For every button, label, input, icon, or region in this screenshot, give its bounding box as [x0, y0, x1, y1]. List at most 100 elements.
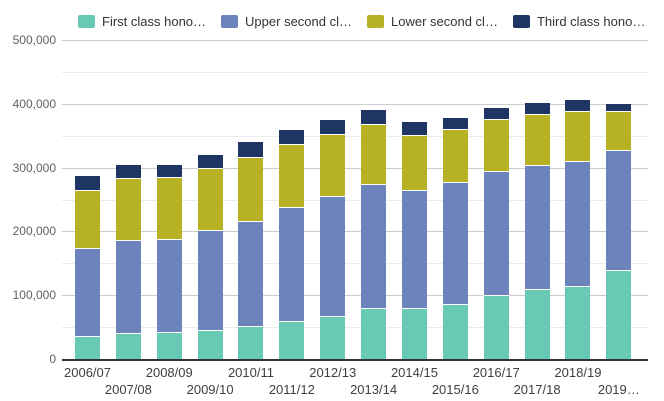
bar-segment-upper-second-cl-2009-10[interactable]	[197, 229, 223, 331]
bar-segment-third-class-hono-2013-14[interactable]	[361, 109, 387, 124]
bar-segment-lower-second-cl-2016-17[interactable]	[483, 118, 509, 171]
bar-segment-lower-second-cl-2009-10[interactable]	[197, 167, 223, 230]
x-axis-label-2007-08: 2007/08	[104, 382, 152, 397]
bar-segment-lower-second-cl-2018-19[interactable]	[565, 110, 591, 161]
bar-segment-lower-second-cl-2014-15[interactable]	[401, 134, 427, 190]
bar-segment-third-class-hono-2008-09[interactable]	[156, 164, 182, 178]
bar-segment-lower-second-cl-2011-12[interactable]	[279, 144, 305, 208]
major-gridline	[62, 167, 648, 169]
bar-segment-third-class-hono-2012-13[interactable]	[320, 118, 346, 134]
bar-segment-third-class-hono-2010-11[interactable]	[238, 141, 264, 158]
major-gridline	[62, 40, 648, 41]
bar-segment-third-class-hono-2019-[interactable]	[606, 102, 632, 111]
major-gridline	[62, 295, 648, 297]
minor-gridline	[62, 71, 648, 73]
bar-segment-upper-second-cl-2018-19[interactable]	[565, 160, 591, 287]
bar-segment-upper-second-cl-2006-07[interactable]	[75, 248, 100, 337]
legend-swatch-icon	[512, 15, 530, 28]
x-axis-label-2018-19: 2018/19	[554, 365, 602, 380]
bar-segment-third-class-hono-2011-12[interactable]	[279, 129, 305, 144]
bar-segment-upper-second-cl-2010-11[interactable]	[238, 220, 264, 327]
x-axis-label-2012-13: 2012/13	[309, 365, 357, 380]
bar-segment-lower-second-cl-2010-11[interactable]	[238, 157, 264, 221]
x-axis-label-2013-14: 2013/14	[350, 382, 398, 397]
bar-segment-upper-second-cl-2016-17[interactable]	[483, 170, 509, 296]
legend-item-third-class-hono[interactable]: Third class hono…	[512, 14, 646, 29]
bar-segment-third-class-hono-2018-19[interactable]	[565, 99, 591, 111]
bar-segment-upper-second-cl-2013-14[interactable]	[361, 183, 387, 308]
x-axis-label-2011-12: 2011/12	[268, 382, 315, 397]
bar-segment-upper-second-cl-2014-15[interactable]	[401, 189, 427, 308]
bar-segment-upper-second-cl-2019-[interactable]	[606, 149, 632, 271]
bar-segment-lower-second-cl-2015-16[interactable]	[442, 129, 468, 183]
bar-segment-upper-second-cl-2017-18[interactable]	[524, 164, 550, 289]
legend-label: Upper second cl…	[245, 14, 352, 29]
legend-swatch-icon	[221, 15, 239, 28]
bar-segment-lower-second-cl-2019-[interactable]	[606, 110, 632, 150]
legend-swatch-icon	[78, 15, 95, 28]
bar-segment-lower-second-cl-2017-18[interactable]	[524, 114, 550, 165]
x-axis-label-2019-: 2019…	[597, 382, 640, 397]
y-axis-tick-label: 0	[49, 352, 56, 366]
x-axis-label-2008-09: 2008/09	[145, 365, 193, 380]
x-axis-label-2009-10: 2009/10	[186, 382, 234, 397]
bar-segment-lower-second-cl-2012-13[interactable]	[320, 133, 346, 196]
bar-segment-lower-second-cl-2006-07[interactable]	[75, 189, 100, 249]
bar-segment-lower-second-cl-2008-09[interactable]	[156, 177, 182, 239]
bar-segment-lower-second-cl-2013-14[interactable]	[361, 123, 387, 184]
bar-segment-third-class-hono-2009-10[interactable]	[197, 154, 223, 168]
bar-segment-first-class-hono-2013-14[interactable]	[361, 307, 387, 359]
minor-gridline	[62, 327, 648, 329]
bar-segment-third-class-hono-2015-16[interactable]	[442, 116, 468, 130]
bar-segment-first-class-hono-2008-09[interactable]	[156, 332, 182, 359]
major-gridline	[62, 231, 648, 233]
bar-segment-third-class-hono-2017-18[interactable]	[524, 102, 550, 115]
bar-segment-first-class-hono-2019-[interactable]	[606, 270, 632, 359]
x-axis-label-2015-16: 2015/16	[431, 382, 479, 397]
legend-item-upper-second-cl[interactable]: Upper second cl…	[221, 14, 352, 29]
bar-segment-first-class-hono-2018-19[interactable]	[565, 286, 591, 359]
bar-segment-first-class-hono-2009-10[interactable]	[197, 330, 223, 359]
bar-segment-upper-second-cl-2015-16[interactable]	[442, 182, 468, 304]
bar-segment-third-class-hono-2016-17[interactable]	[483, 106, 509, 119]
y-axis-tick-label: 300,000	[12, 160, 56, 175]
y-axis-tick-label: 200,000	[12, 224, 56, 239]
bar-segment-first-class-hono-2006-07[interactable]	[75, 336, 100, 359]
bar-segment-first-class-hono-2012-13[interactable]	[320, 316, 346, 359]
bar-segment-first-class-hono-2014-15[interactable]	[401, 307, 427, 359]
major-gridline	[62, 103, 648, 105]
bar-segment-third-class-hono-2006-07[interactable]	[75, 174, 100, 190]
bar-segment-lower-second-cl-2007-08[interactable]	[115, 178, 141, 240]
chart-legend: First class hono… Upper second cl… Lower s…	[78, 14, 645, 29]
x-axis-label-2017-18: 2017/18	[513, 382, 561, 397]
legend-item-first-class-hono[interactable]: First class hono…	[78, 14, 206, 29]
bar-segment-upper-second-cl-2007-08[interactable]	[115, 239, 141, 334]
y-axis-tick-label: 100,000	[12, 288, 56, 303]
bar-segment-upper-second-cl-2012-13[interactable]	[320, 195, 346, 317]
legend-label: Lower second cl…	[391, 14, 498, 29]
minor-gridline	[62, 263, 648, 265]
bar-segment-first-class-hono-2016-17[interactable]	[483, 295, 509, 359]
bar-segment-upper-second-cl-2011-12[interactable]	[279, 207, 305, 322]
y-axis-tick-label: 400,000	[12, 96, 56, 111]
x-axis-label-2010-11: 2010/11	[227, 365, 274, 380]
x-axis-label-2014-15: 2014/15	[390, 365, 438, 380]
y-axis-tick-label: 500,000	[12, 33, 56, 47]
bar-segment-upper-second-cl-2008-09[interactable]	[156, 238, 182, 333]
bar-segment-third-class-hono-2007-08[interactable]	[115, 164, 141, 179]
minor-gridline	[62, 199, 648, 201]
legend-label: First class hono…	[102, 14, 207, 29]
x-axis-label-2006-07: 2006/07	[64, 365, 111, 380]
bar-segment-first-class-hono-2007-08[interactable]	[115, 333, 141, 359]
legend-swatch-icon	[367, 15, 384, 28]
x-axis-label-2016-17: 2016/17	[472, 365, 520, 380]
plot-area	[62, 40, 648, 361]
bar-segment-first-class-hono-2011-12[interactable]	[279, 321, 305, 359]
bar-segment-first-class-hono-2017-18[interactable]	[524, 288, 550, 359]
bar-segment-third-class-hono-2014-15[interactable]	[401, 121, 427, 135]
bar-segment-first-class-hono-2015-16[interactable]	[442, 303, 468, 359]
legend-item-lower-second-cl[interactable]: Lower second cl…	[367, 14, 498, 29]
bar-segment-first-class-hono-2010-11[interactable]	[238, 326, 264, 359]
legend-label: Third class hono…	[536, 14, 646, 29]
